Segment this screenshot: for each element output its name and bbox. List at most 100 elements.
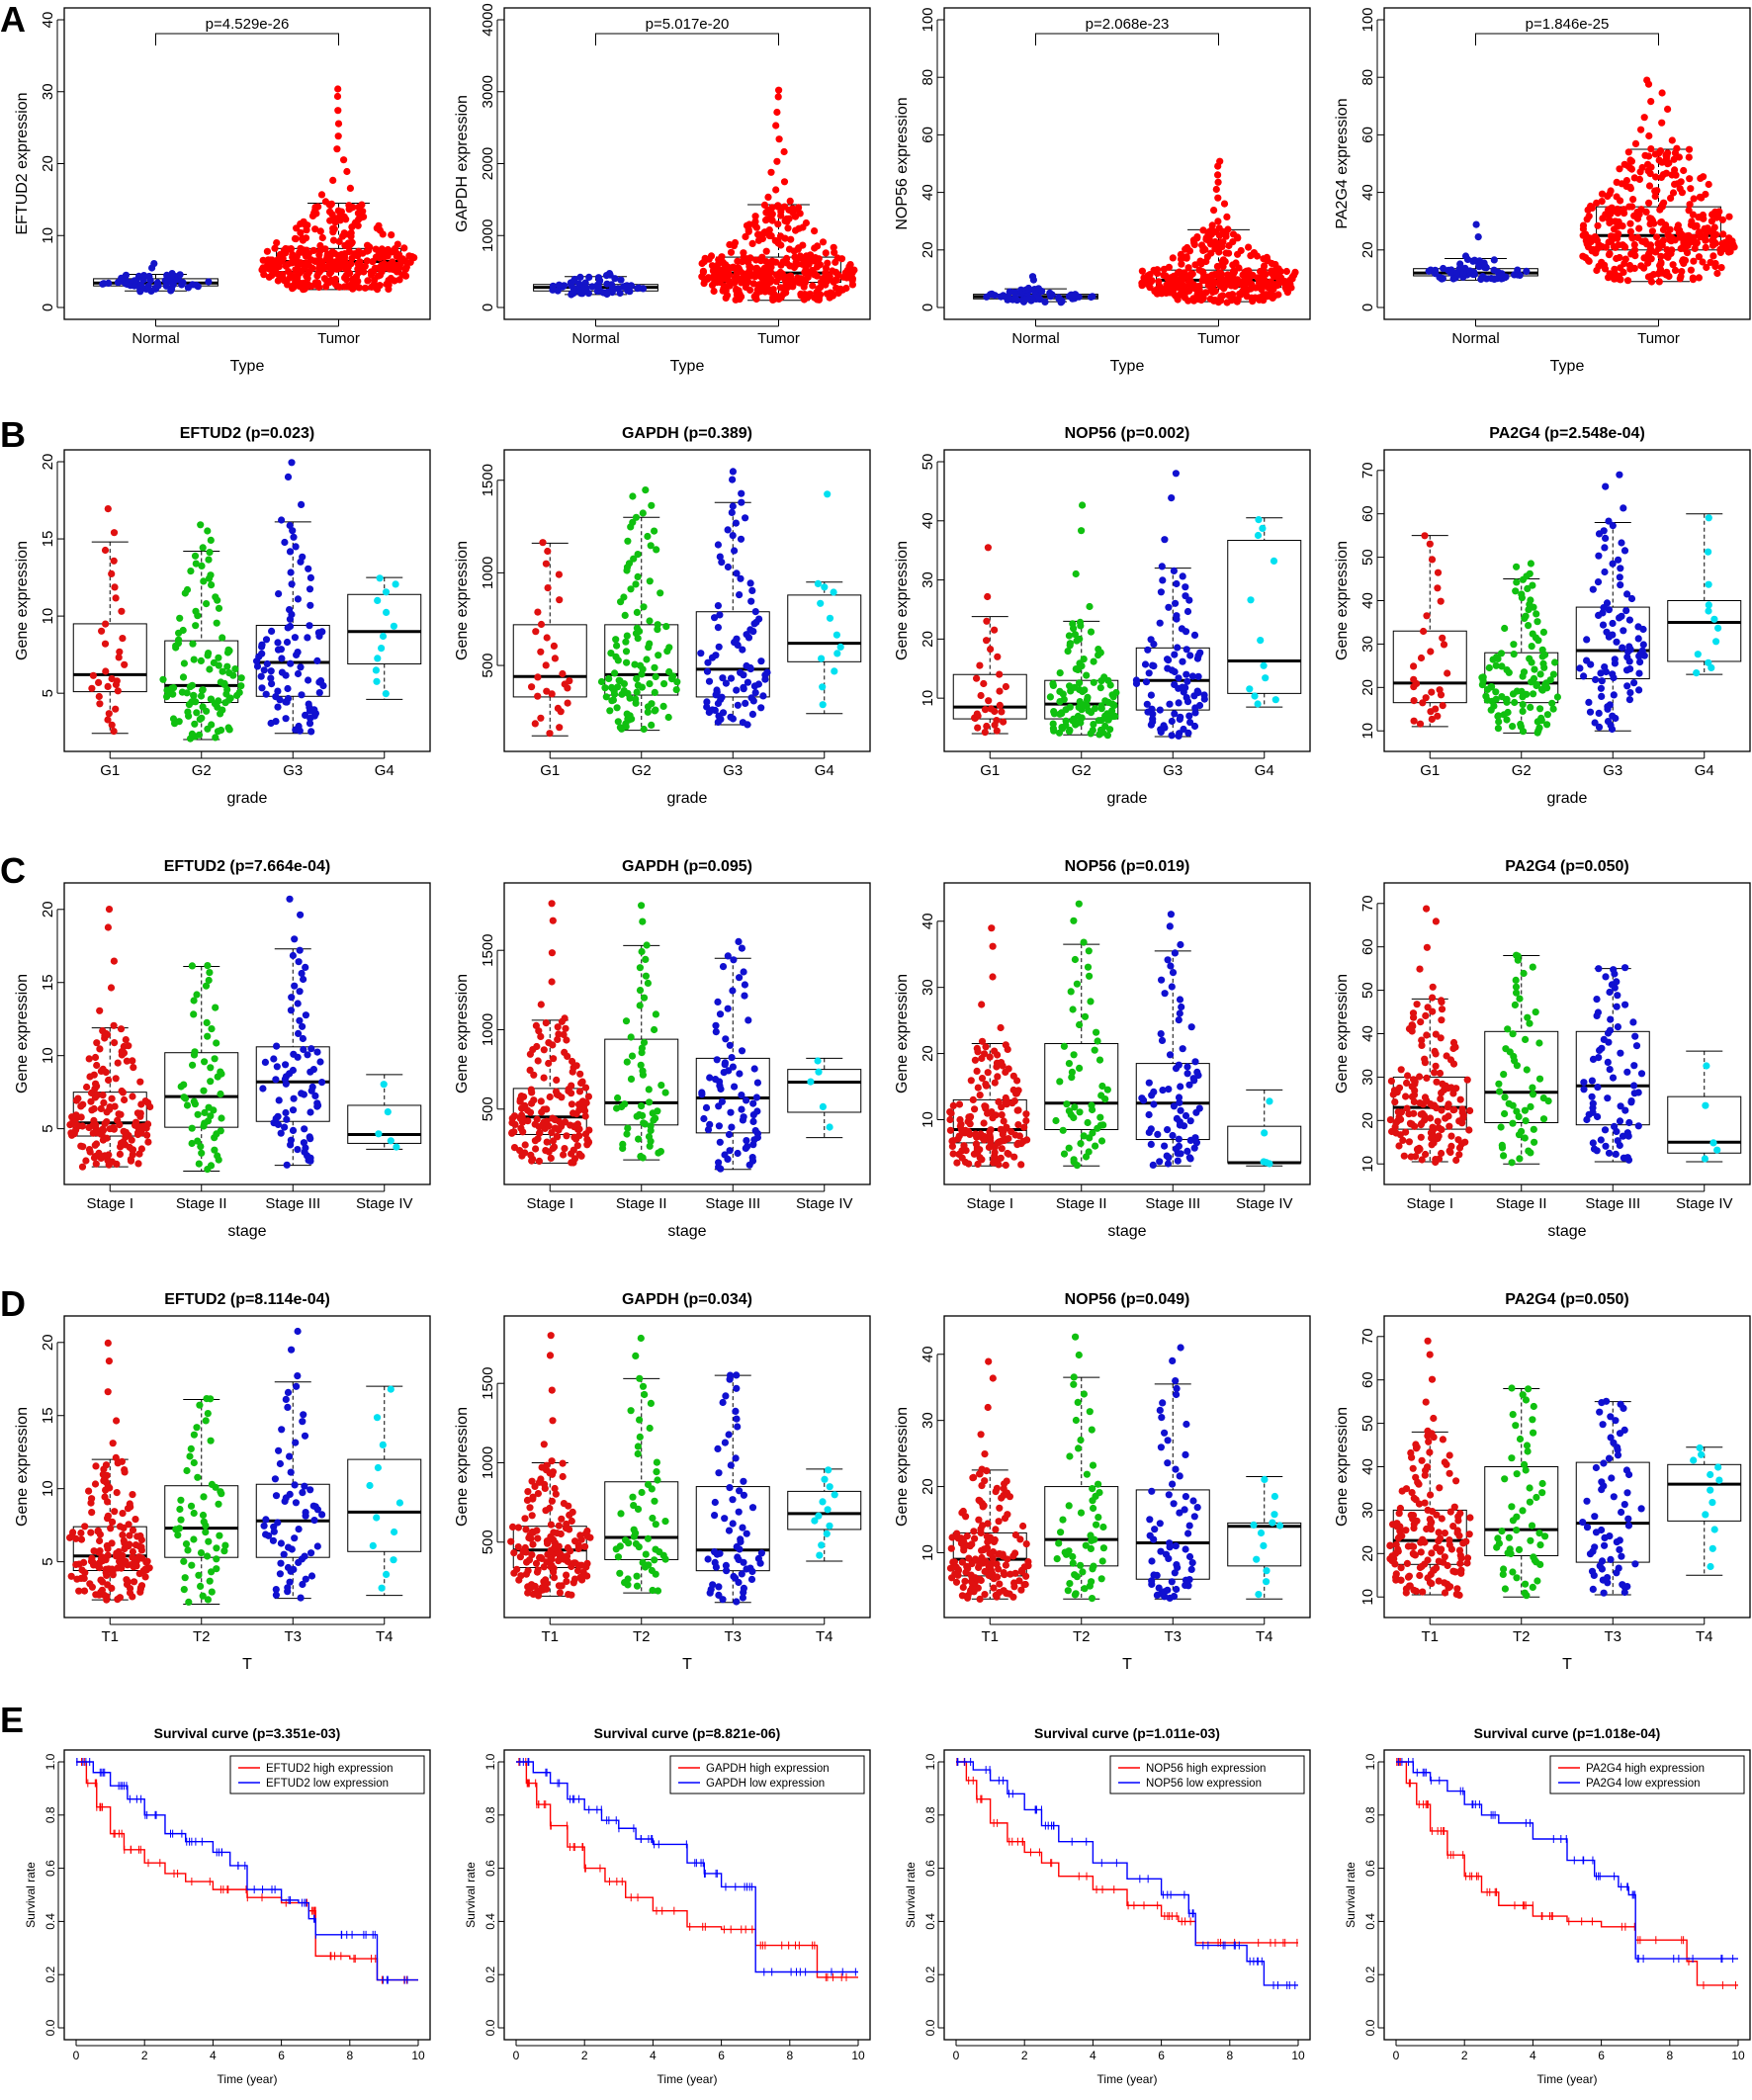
data-point (1070, 917, 1078, 924)
data-point (1433, 1078, 1441, 1086)
data-point (797, 290, 805, 298)
data-point (780, 203, 789, 211)
data-point (1164, 956, 1172, 964)
data-point (1066, 703, 1074, 711)
data-point (1655, 156, 1663, 164)
box-iqr (1227, 540, 1302, 694)
data-point (297, 911, 305, 919)
data-point (1600, 527, 1608, 535)
data-point (200, 1087, 208, 1094)
data-point (1590, 1145, 1599, 1153)
data-point (1710, 223, 1718, 231)
x-axis: Stage I Stage II Stage III Stage IV (1406, 1184, 1733, 1212)
data-point (1432, 1062, 1440, 1070)
data-point (298, 500, 306, 508)
data-point (180, 659, 188, 667)
data-point (219, 634, 226, 642)
data-point (1434, 1117, 1442, 1125)
data-point (981, 1102, 989, 1110)
data-point (1601, 568, 1609, 576)
data-point (1254, 531, 1263, 540)
data-point (752, 264, 761, 272)
data-point (1257, 637, 1265, 645)
y-axis-label: Gene expression (894, 541, 911, 660)
data-point (217, 1127, 224, 1135)
x-tick-label: T1 (101, 1628, 119, 1645)
data-point (1166, 922, 1174, 930)
data-point (1429, 994, 1437, 1002)
data-point (1690, 257, 1698, 265)
data-point (1612, 218, 1620, 225)
data-point (121, 1466, 129, 1474)
data-point (1445, 1100, 1452, 1108)
data-point (212, 593, 219, 601)
data-point (995, 1097, 1003, 1105)
data-point (383, 1570, 391, 1578)
data-point (1705, 658, 1712, 666)
data-point (1141, 660, 1150, 668)
data-point (1532, 1008, 1539, 1016)
data-point (1056, 1078, 1064, 1086)
data-point (180, 1557, 188, 1565)
data-point (545, 1039, 553, 1047)
x-axis-label: stage (1107, 1223, 1146, 1240)
data-point (1085, 1148, 1093, 1156)
data-point (208, 1480, 216, 1488)
data-point (309, 1502, 317, 1510)
data-point (1405, 1138, 1413, 1146)
data-point (757, 704, 765, 712)
data-point (79, 1100, 87, 1108)
data-point (640, 725, 648, 734)
data-point (274, 1112, 282, 1120)
data-point (123, 1576, 131, 1584)
data-point (1154, 1130, 1162, 1138)
data-point (987, 646, 995, 654)
data-point (624, 1124, 632, 1132)
data-point (1637, 206, 1645, 214)
data-point (753, 1079, 762, 1087)
data-point (1664, 149, 1672, 157)
data-point (543, 1138, 551, 1146)
data-point (559, 669, 567, 678)
data-point (1531, 665, 1538, 673)
data-point (1422, 1150, 1430, 1159)
data-point (1087, 628, 1095, 636)
data-point (110, 529, 119, 537)
data-point (1406, 1119, 1415, 1127)
data-point (1641, 237, 1649, 245)
data-point (1427, 648, 1435, 656)
data-point (111, 1508, 119, 1516)
data-point (1173, 612, 1181, 620)
data-point (345, 202, 353, 210)
data-point (1132, 676, 1140, 684)
x-axis-label: grade (227, 790, 268, 807)
data-point (652, 1010, 660, 1018)
data-point (1474, 233, 1482, 241)
data-point (1504, 1025, 1512, 1033)
data-point (983, 637, 991, 645)
data-point (811, 227, 819, 235)
points-tumor (698, 86, 858, 304)
data-point (104, 716, 112, 724)
data-point (1621, 964, 1629, 972)
data-point (188, 681, 196, 689)
data-point (1182, 592, 1189, 600)
data-point (85, 1055, 93, 1063)
data-point (272, 1586, 280, 1594)
x-tick-label: Stage III (1585, 1195, 1640, 1212)
x-axis-label: stage (227, 1223, 266, 1240)
data-point (189, 1061, 197, 1069)
y-tick-label: 30 (40, 83, 56, 100)
x-axis-label: grade (1107, 790, 1148, 807)
data-point (372, 666, 380, 674)
data-point (1582, 230, 1590, 238)
data-point (131, 277, 138, 285)
data-point (623, 710, 631, 718)
data-point (1034, 285, 1042, 293)
data-point (1509, 1119, 1517, 1127)
data-point (644, 979, 653, 988)
data-point (754, 680, 763, 688)
data-point (728, 1054, 736, 1062)
